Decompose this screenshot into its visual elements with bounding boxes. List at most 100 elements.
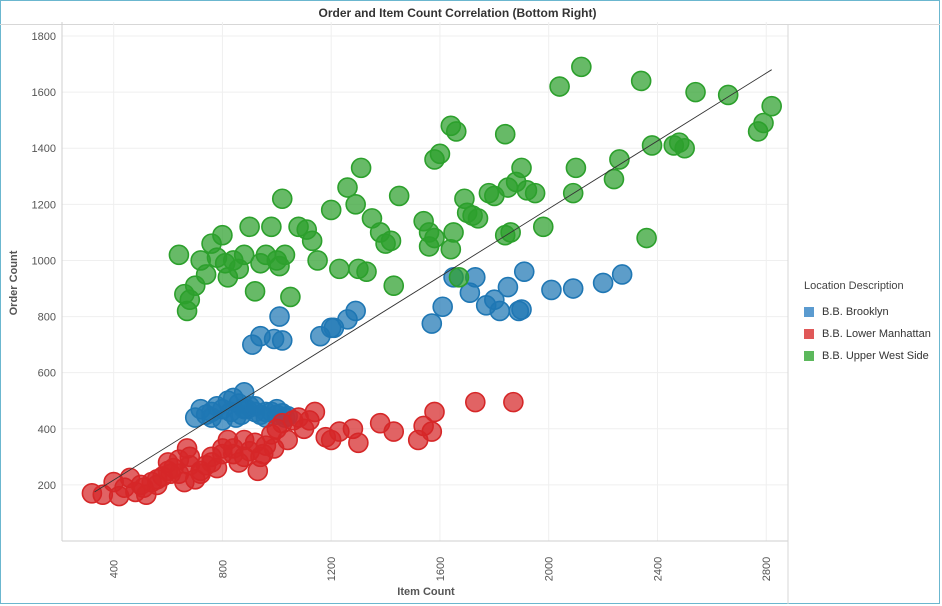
y-axis-label: Order Count bbox=[8, 250, 20, 315]
data-point[interactable] bbox=[271, 330, 293, 351]
data-point[interactable] bbox=[201, 452, 222, 473]
data-point[interactable] bbox=[233, 244, 255, 266]
data-point[interactable] bbox=[380, 230, 402, 252]
data-point[interactable] bbox=[421, 313, 443, 334]
data-point[interactable] bbox=[424, 227, 445, 249]
data-point[interactable] bbox=[609, 149, 630, 170]
data-point[interactable] bbox=[443, 222, 464, 243]
data-point[interactable] bbox=[356, 261, 377, 282]
data-point[interactable] bbox=[383, 421, 405, 442]
gridlines bbox=[62, 22, 788, 541]
data-point[interactable] bbox=[641, 135, 663, 156]
legend-swatch bbox=[804, 307, 814, 317]
data-point[interactable] bbox=[301, 230, 323, 252]
data-point[interactable] bbox=[440, 238, 462, 260]
data-point[interactable] bbox=[753, 112, 774, 134]
data-point[interactable] bbox=[223, 443, 244, 465]
data-point[interactable] bbox=[494, 123, 516, 145]
data-point[interactable] bbox=[494, 224, 516, 246]
y-tick-label: 1800 bbox=[32, 31, 56, 43]
y-tick-label: 1400 bbox=[32, 143, 56, 155]
data-point[interactable] bbox=[432, 296, 453, 318]
data-point[interactable] bbox=[320, 199, 342, 221]
data-point[interactable] bbox=[717, 84, 739, 106]
legend-label: B.B. Lower Manhattan bbox=[822, 328, 931, 340]
y-tick-label: 400 bbox=[38, 424, 56, 436]
data-point[interactable] bbox=[304, 401, 326, 423]
x-tick-label: 1600 bbox=[435, 557, 447, 581]
legend-item-upper-west-side[interactable]: B.B. Upper West Side bbox=[804, 345, 938, 367]
data-point[interactable] bbox=[489, 300, 511, 322]
data-point[interactable] bbox=[761, 95, 782, 117]
y-tick-labels: 200 400 600 800 1000 1200 1400 1600 1800 bbox=[32, 31, 56, 492]
data-point[interactable] bbox=[201, 407, 222, 428]
legend-label: B.B. Upper West Side bbox=[822, 350, 929, 362]
x-axis-label: Item Count bbox=[397, 586, 455, 598]
data-point[interactable] bbox=[337, 177, 358, 198]
data-point[interactable] bbox=[350, 157, 372, 179]
data-point[interactable] bbox=[269, 306, 290, 327]
data-point[interactable] bbox=[168, 244, 190, 266]
data-point[interactable] bbox=[467, 208, 489, 229]
data-point[interactable] bbox=[429, 143, 451, 165]
data-points bbox=[81, 56, 782, 507]
legend-label: B.B. Brooklyn bbox=[822, 306, 889, 318]
data-point[interactable] bbox=[345, 300, 366, 322]
data-point[interactable] bbox=[195, 264, 217, 285]
data-point[interactable] bbox=[630, 70, 652, 92]
legend-swatch bbox=[804, 329, 814, 339]
data-point[interactable] bbox=[345, 194, 366, 215]
x-tick-label: 400 bbox=[109, 560, 121, 578]
data-point[interactable] bbox=[348, 432, 369, 454]
data-point[interactable] bbox=[562, 278, 584, 299]
data-point[interactable] bbox=[513, 261, 535, 282]
x-tick-labels: 400 800 1200 1600 2000 2400 2800 bbox=[109, 557, 774, 581]
data-point[interactable] bbox=[280, 286, 301, 308]
legend-title: Location Description bbox=[804, 280, 904, 292]
x-tick-label: 2800 bbox=[761, 557, 773, 581]
data-point[interactable] bbox=[445, 121, 467, 142]
data-point[interactable] bbox=[421, 421, 443, 442]
data-point[interactable] bbox=[212, 224, 233, 246]
data-point[interactable] bbox=[497, 276, 519, 298]
data-point[interactable] bbox=[424, 401, 445, 423]
chart-title: Order and Item Count Correlation (Bottom… bbox=[318, 6, 597, 20]
y-tick-label: 1600 bbox=[32, 87, 56, 99]
data-point[interactable] bbox=[239, 216, 260, 238]
data-point[interactable] bbox=[611, 264, 633, 285]
data-point[interactable] bbox=[307, 250, 328, 271]
data-point[interactable] bbox=[274, 244, 296, 266]
data-point[interactable] bbox=[511, 299, 532, 320]
data-point[interactable] bbox=[465, 391, 486, 413]
legend-item-brooklyn[interactable]: B.B. Brooklyn bbox=[804, 301, 938, 323]
data-point[interactable] bbox=[685, 81, 706, 103]
legend: Location Description B.B. Brooklyn B.B. … bbox=[804, 280, 938, 367]
data-point[interactable] bbox=[541, 279, 562, 301]
legend-item-lower-manhattan[interactable]: B.B. Lower Manhattan bbox=[804, 323, 938, 345]
x-tick-label: 800 bbox=[217, 560, 229, 578]
data-point[interactable] bbox=[233, 429, 255, 451]
data-point[interactable] bbox=[592, 272, 614, 294]
data-point[interactable] bbox=[244, 281, 266, 302]
data-point[interactable] bbox=[383, 275, 405, 297]
x-tick-label: 1200 bbox=[326, 557, 338, 581]
data-point[interactable] bbox=[263, 438, 285, 459]
data-point[interactable] bbox=[674, 137, 695, 159]
data-point[interactable] bbox=[511, 157, 532, 179]
series-b-b-upper-west-side bbox=[168, 56, 782, 322]
data-point[interactable] bbox=[388, 185, 410, 207]
data-point[interactable] bbox=[636, 227, 657, 249]
data-point[interactable] bbox=[571, 56, 592, 78]
data-point[interactable] bbox=[271, 188, 293, 210]
data-point[interactable] bbox=[329, 258, 350, 280]
data-point[interactable] bbox=[261, 216, 282, 238]
title-divider bbox=[0, 24, 940, 25]
y-tick-label: 200 bbox=[38, 480, 56, 492]
data-point[interactable] bbox=[549, 76, 570, 97]
data-point[interactable] bbox=[532, 216, 554, 238]
data-point[interactable] bbox=[565, 157, 587, 179]
data-point[interactable] bbox=[503, 391, 524, 413]
data-point[interactable] bbox=[524, 182, 546, 204]
data-point[interactable] bbox=[448, 266, 470, 288]
data-point[interactable] bbox=[603, 168, 625, 190]
